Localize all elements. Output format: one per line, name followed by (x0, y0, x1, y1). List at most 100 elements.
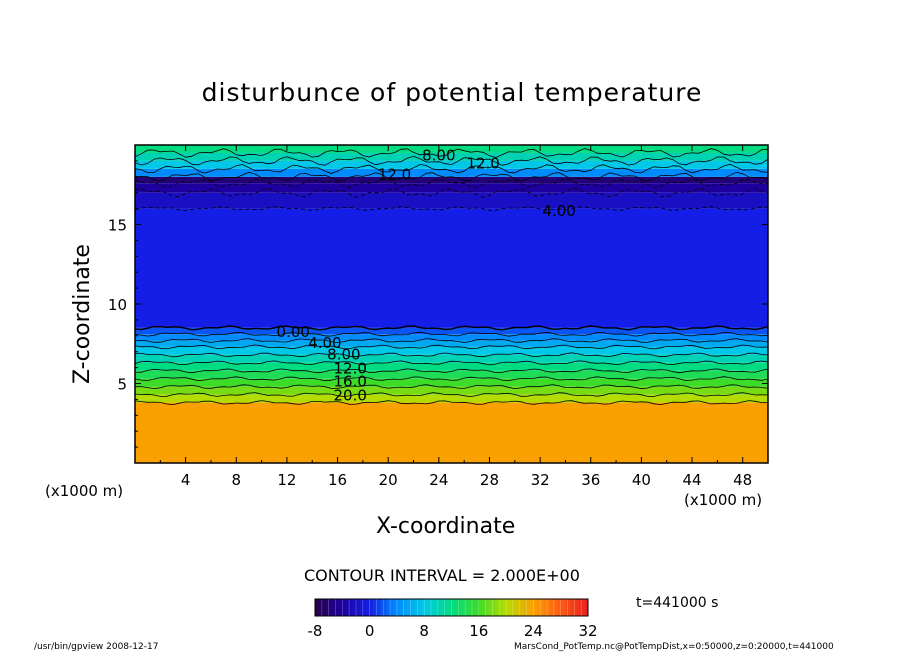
footer-left: /usr/bin/gpview 2008-12-17 (34, 642, 159, 652)
colorbar-cell (328, 599, 333, 616)
colorbar-cell (526, 599, 531, 616)
colorbar-cell (475, 599, 480, 616)
contour-line (135, 338, 768, 344)
colorbar-tick-label: 8 (419, 622, 429, 640)
colorbar-cell (502, 599, 507, 616)
colorbar-cell (471, 599, 476, 616)
field-band (135, 378, 768, 387)
colorbar-cell (373, 599, 377, 616)
contour-label: 20.0 (334, 387, 367, 405)
contour-line (135, 148, 768, 158)
colorbar-cell (570, 599, 575, 616)
colorbar-cell (362, 599, 367, 616)
colorbar-tick-label: -8 (308, 622, 323, 640)
contour-line (135, 392, 768, 398)
colorbar-cell (431, 599, 435, 616)
field-layer (135, 145, 768, 463)
colorbar-cell (332, 599, 336, 616)
x-tick-label: 8 (232, 471, 242, 489)
colorbar-cell (444, 599, 449, 616)
colorbar-cell (427, 599, 432, 616)
footer-right: MarsCond_PotTemp.nc@PotTempDist,x=0:5000… (514, 642, 834, 652)
field-band (135, 145, 768, 153)
colorbar-cell (345, 599, 350, 616)
colorbar-cell (355, 599, 360, 616)
colorbar-cell (512, 599, 517, 616)
contour-line (135, 344, 768, 350)
field-band (135, 362, 768, 371)
contour-line (135, 360, 768, 366)
colorbar-cell (540, 599, 544, 616)
x-tick-label: 32 (531, 471, 550, 489)
contour-label: 4.00 (542, 202, 575, 220)
colorbar-cell (492, 599, 497, 616)
colorbar-cell (519, 599, 524, 616)
x-tick-label: 4 (181, 471, 191, 489)
contour-line (135, 187, 768, 198)
colorbar-cell (379, 599, 384, 616)
x-axis-title: X-coordinate (376, 514, 516, 539)
colorbar-cell (564, 599, 568, 616)
contour-label: 12.0 (334, 360, 367, 378)
colorbar-cell (523, 599, 527, 616)
contour-line (135, 155, 768, 166)
contour-line (135, 171, 768, 182)
colorbar-cell (413, 599, 418, 616)
colorbar-cell (315, 599, 319, 616)
colorbar-cell (509, 599, 514, 616)
colorbar-cell (366, 599, 370, 616)
contour-line (135, 206, 768, 212)
contour-line (135, 384, 768, 390)
contour-label: 8.00 (422, 147, 455, 165)
colorbar-cell (529, 599, 534, 616)
colorbar-cell (437, 599, 442, 616)
colorbar-cell (543, 599, 548, 616)
x-unit-label-right: (x1000 m) (684, 491, 763, 509)
y-tick-label: 5 (117, 376, 127, 394)
colorbar-cell (547, 599, 551, 616)
x-tick-label: 16 (328, 471, 347, 489)
colorbar-cell (560, 599, 565, 616)
field-band (135, 340, 768, 347)
colorbar-cell (553, 599, 558, 616)
colorbar-cell (499, 599, 503, 616)
colorbar-cell (451, 599, 456, 616)
colorbar-cell (482, 599, 486, 616)
field-band (135, 370, 768, 379)
colorbar-cell (458, 599, 463, 616)
colorbar-cell (584, 599, 589, 616)
colorbar-cell (321, 599, 326, 616)
colorbar-cell (478, 599, 483, 616)
x-tick-label: 28 (480, 471, 499, 489)
x-tick-label: 44 (682, 471, 701, 489)
field-band (135, 354, 768, 363)
colorbar-cell (506, 599, 510, 616)
x-tick-label: 24 (429, 471, 448, 489)
colorbar-cell (417, 599, 422, 616)
x-tick-label: 40 (632, 471, 651, 489)
colorbar-cell (390, 599, 394, 616)
field-band (135, 386, 768, 395)
colorbar-cell (557, 599, 561, 616)
colorbar-cell (516, 599, 521, 616)
field-band (135, 334, 768, 341)
chart-title: disturbunce of potential temperature (201, 78, 703, 107)
colorbar-cell (468, 599, 473, 616)
y-axis: 5 10 15 (108, 160, 768, 448)
colorbar-cell (407, 599, 411, 616)
contour-line (135, 400, 768, 406)
field-band (135, 152, 768, 161)
colorbar-cell (396, 599, 401, 616)
y-axis-title: Z-coordinate (70, 244, 95, 384)
field-band (135, 168, 768, 177)
colorbar-cell (574, 599, 579, 616)
colorbar-cell (536, 599, 541, 616)
y-tick-label: 15 (108, 217, 127, 235)
contour-interval-label: CONTOUR INTERVAL = 2.000E+00 (304, 566, 580, 585)
field-band (135, 183, 768, 193)
field-band (135, 346, 768, 355)
field-band (135, 394, 768, 403)
colorbar-cell (454, 599, 459, 616)
contour-label: 16.0 (334, 372, 367, 390)
y-tick-label: 10 (108, 296, 127, 314)
